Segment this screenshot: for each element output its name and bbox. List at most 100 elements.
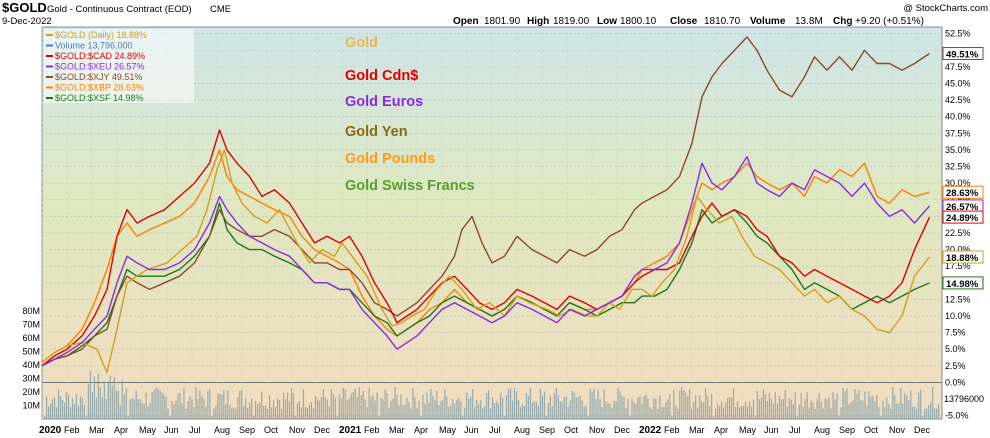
volume-bar <box>332 394 334 419</box>
volume-bar <box>864 391 866 419</box>
volume-bar <box>750 406 753 419</box>
x-tick-label: May <box>439 425 457 435</box>
volume-bar <box>547 402 549 419</box>
volume-bar <box>125 387 127 419</box>
volume-bar <box>67 394 70 419</box>
volume-bar <box>858 389 860 419</box>
volume-bar <box>796 416 798 419</box>
volume-bar <box>129 399 131 419</box>
volume-bar <box>306 407 309 419</box>
volume-bar <box>611 407 613 419</box>
volume-bar <box>171 401 173 419</box>
volume-bar <box>535 401 538 419</box>
chart-symbol: $GOLD <box>2 0 47 15</box>
annotation-label: Gold Euros <box>345 94 423 110</box>
volume-bar <box>328 406 330 419</box>
volume-bar <box>613 401 615 419</box>
volume-bar <box>458 397 460 419</box>
volume-bar <box>474 406 476 419</box>
volume-bar <box>388 407 390 419</box>
volume-bar <box>49 403 52 419</box>
volume-bar <box>215 405 217 419</box>
volume-bar <box>203 398 205 419</box>
x-tick-label: May <box>739 425 757 435</box>
volume-bar <box>808 407 810 419</box>
volume-bar <box>99 387 101 419</box>
x-tick-label: Apr <box>114 425 128 435</box>
volume-bar <box>495 401 498 419</box>
volume-bar <box>826 399 828 419</box>
volume-bar <box>569 400 571 419</box>
volume-bar <box>193 407 195 419</box>
volume-bar <box>354 388 356 419</box>
volume-bar <box>689 388 691 419</box>
volume-bar <box>816 399 818 419</box>
volume-bar <box>165 396 167 419</box>
volume-bar <box>302 389 305 419</box>
volume-bar <box>87 384 90 419</box>
volume-bar <box>641 404 643 419</box>
volume-bar <box>671 416 673 419</box>
volume-bar <box>563 396 565 419</box>
chg-value: +9.20 (+0.51%) <box>855 16 924 27</box>
volume-bar <box>507 389 510 419</box>
y-tick-label: 22.5% <box>945 228 971 238</box>
volume-bar <box>838 416 840 419</box>
volume-bar <box>432 395 434 419</box>
volume-bar <box>404 404 406 419</box>
volume-bar <box>661 406 663 419</box>
volume-bar <box>593 388 595 419</box>
volume-bar <box>390 400 392 419</box>
high-label: High <box>527 16 549 27</box>
volume-bar <box>278 399 281 419</box>
volume-label: Volume <box>750 16 786 27</box>
volume-bar <box>804 399 806 419</box>
volume-bar <box>639 396 641 419</box>
volume-bar <box>675 405 677 419</box>
y-tick-label: 45.0% <box>945 78 971 88</box>
volume-bar <box>848 403 850 419</box>
volume-bar <box>274 406 277 419</box>
volume-bar <box>488 390 490 419</box>
volume-bar <box>468 398 470 419</box>
volume-bar <box>844 391 846 419</box>
volume-bar <box>213 408 215 419</box>
y-tick-label: 5.0% <box>945 344 966 354</box>
volume-bar <box>51 399 54 419</box>
volume-bar <box>71 398 74 419</box>
volume-bar <box>882 400 884 419</box>
y-tick-label: 30.0% <box>945 178 971 188</box>
volume-bar <box>736 401 739 419</box>
volume-bar <box>434 400 436 419</box>
low-label: Low <box>597 16 617 27</box>
volume-bar <box>657 408 659 419</box>
volume-bar <box>513 388 516 419</box>
volume-bar <box>665 402 667 419</box>
volume-bar <box>617 387 619 419</box>
y-tick-label: 35.0% <box>945 145 971 155</box>
volume-bar <box>149 403 151 419</box>
volume-bar <box>918 392 920 419</box>
volume-bar <box>151 392 153 419</box>
volume-bar <box>834 399 836 419</box>
volume-bar <box>358 387 360 419</box>
volume-bar <box>336 416 338 419</box>
volume-bar <box>713 416 715 419</box>
volume-last-label: 13796000 <box>944 394 984 404</box>
volume-bar <box>685 392 687 419</box>
volume-bar <box>276 398 279 419</box>
volume-bar <box>191 399 193 419</box>
volume-bar <box>286 392 289 419</box>
legend-entry: $GOLD:$CAD 24.89% <box>55 51 145 61</box>
volume-bar <box>728 397 731 419</box>
volume-bar <box>428 402 430 419</box>
volume-bar <box>806 392 808 419</box>
volume-bar <box>840 407 842 419</box>
volume-bar <box>225 403 227 419</box>
volume-bar <box>607 403 609 419</box>
volume-bar <box>703 402 705 419</box>
volume-bar <box>854 389 856 419</box>
volume-bar <box>217 393 219 419</box>
volume-bar <box>221 394 223 419</box>
volume-bar <box>764 394 766 419</box>
